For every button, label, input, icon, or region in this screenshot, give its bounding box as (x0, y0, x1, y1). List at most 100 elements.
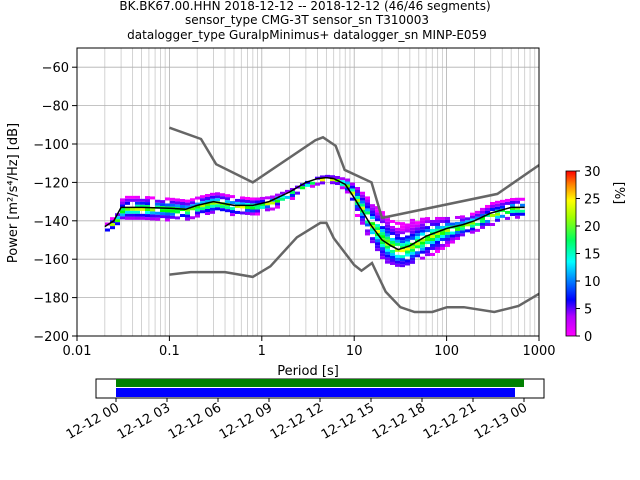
pdf-cell (180, 205, 185, 209)
timeline-tick-label: 12-12 21 (421, 400, 479, 442)
pdf-cell (365, 196, 370, 200)
pdf-cell (515, 212, 520, 216)
pdf-cell (165, 197, 170, 201)
pdf-cell (505, 198, 510, 202)
pdf-cell (375, 212, 380, 216)
pdf-cell (190, 207, 195, 211)
pdf-cell (375, 218, 380, 222)
pdf-cell (445, 219, 450, 223)
plot-frame (76, 47, 540, 337)
pdf-cell (400, 255, 405, 259)
pdf-cell (235, 210, 240, 214)
pdf-cell (125, 210, 130, 214)
pdf-cell (470, 215, 475, 219)
pdf-cell (145, 202, 150, 206)
pdf-cell (425, 247, 430, 251)
pdf-cell (400, 261, 405, 265)
pdf-cell (120, 213, 125, 217)
pdf-cell (320, 181, 325, 185)
pdf-cell (350, 191, 355, 195)
pdf-cell (175, 210, 180, 214)
pdf-cell (480, 225, 485, 229)
pdf-cell (400, 222, 405, 226)
pdf-cell (330, 181, 335, 185)
pdf-cell (125, 207, 130, 211)
pdf-cell (145, 214, 150, 218)
pdf-cell (290, 196, 295, 200)
data-coverage-bar (116, 379, 524, 387)
pdf-cell (405, 259, 410, 263)
pdf-cell (375, 245, 380, 249)
pdf-cell (410, 236, 415, 240)
pdf-cell (170, 203, 175, 207)
pdf-cell (195, 196, 200, 200)
y-axis-label: Power [m²/s⁴/Hz] [dB] (6, 123, 21, 263)
pdf-cell (370, 240, 375, 244)
pdf-cell (480, 219, 485, 223)
pdf-cell (515, 206, 520, 210)
pdf-cell (155, 202, 160, 206)
pdf-cell (145, 211, 150, 215)
pdf-cell (450, 240, 455, 244)
pdf-cell (420, 238, 425, 242)
pdf-cell (140, 204, 145, 208)
pdf-cell (205, 206, 210, 210)
pdf-cell (425, 226, 430, 230)
pdf-cell (485, 213, 490, 217)
pdf-cell (345, 181, 350, 185)
pdf-cell (345, 184, 350, 188)
pdf-cell (465, 217, 470, 221)
pdf-cell (355, 207, 360, 211)
pdf-cell (375, 227, 380, 231)
colorbar-tick-label: 25 (584, 193, 601, 208)
pdf-cell (225, 197, 230, 201)
pdf-cell (130, 213, 135, 217)
pdf-cell (460, 218, 465, 222)
pdf-cell (510, 203, 515, 207)
pdf-cell (410, 257, 415, 261)
pdf-cell (205, 203, 210, 207)
pdf-cell (480, 207, 485, 211)
pdf-cell (405, 253, 410, 257)
pdf-cell (160, 200, 165, 204)
pdf-cell (255, 197, 260, 201)
pdf-cell (115, 219, 120, 223)
pdf-cell (170, 200, 175, 204)
pdf-cell (440, 237, 445, 241)
pdf-cell (510, 200, 515, 204)
plot-area (77, 48, 539, 336)
pdf-cell (210, 198, 215, 202)
pdf-cell (270, 195, 275, 199)
pdf-cell (460, 221, 465, 225)
median-curve (104, 176, 525, 251)
pdf-cell (435, 228, 440, 232)
timeline-tick-label: 12-13 00 (472, 400, 530, 442)
pdf-cell (415, 251, 420, 255)
pdf-cell (390, 255, 395, 259)
pdf-cell (485, 207, 490, 211)
pdf-cell (245, 199, 250, 203)
pdf-cell (315, 182, 320, 186)
pdf-cell (375, 236, 380, 240)
pdf-cell (185, 202, 190, 206)
pdf-cell (120, 216, 125, 220)
pdf-cell (160, 212, 165, 216)
pdf-cell (230, 210, 235, 214)
pdf-cell (420, 226, 425, 230)
pdf-cell (145, 217, 150, 221)
pdf-cell (475, 222, 480, 226)
pdf-cell (140, 201, 145, 205)
pdf-cell (410, 233, 415, 237)
pdf-cell (475, 228, 480, 232)
pdf-cell (380, 226, 385, 230)
pdf-cell (435, 225, 440, 229)
pdf-cell (120, 204, 125, 208)
pdf-cell (210, 210, 215, 214)
pdf-cell (300, 186, 305, 190)
pdf-cell (205, 197, 210, 201)
pdf-cell (335, 176, 340, 180)
pdf-cell (420, 217, 425, 221)
pdf-cell (495, 200, 500, 204)
pdf-cell (225, 200, 230, 204)
pdf-cell (265, 208, 270, 212)
